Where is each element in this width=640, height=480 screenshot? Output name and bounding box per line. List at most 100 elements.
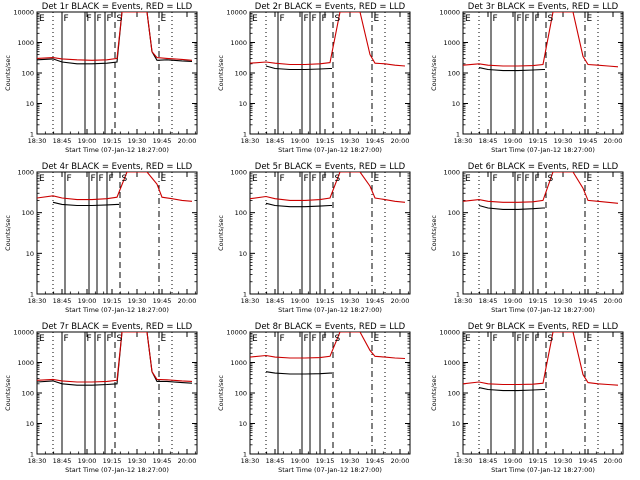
x-tick-label: 19:15 [103, 137, 122, 145]
series-events [52, 201, 119, 207]
marker-label: F [322, 174, 327, 184]
plot-area [37, 12, 193, 134]
series-lld [250, 172, 406, 203]
marker-label: S [117, 334, 123, 344]
y-tick-label: 1000 [17, 39, 34, 47]
x-axis-label: Start Time (07-Jan-12 18:27:00) [65, 146, 169, 154]
marker-label: E [587, 14, 593, 24]
marker-label: F [87, 14, 92, 24]
x-axis-label: Start Time (07-Jan-12 18:27:00) [65, 306, 169, 314]
x-tick-label: 18:45 [479, 457, 498, 465]
marker-label: F [493, 174, 498, 184]
marker-label: F [493, 14, 498, 24]
chart-title: Det 2r BLACK = Events, RED = LLD [255, 2, 406, 12]
marker-label: F [525, 14, 530, 24]
plot-area [463, 332, 619, 454]
y-tick-label: 10 [239, 100, 247, 108]
marker-label: S [548, 334, 554, 344]
x-tick-label: 18:30 [454, 137, 473, 145]
x-tick-label: 19:00 [291, 297, 310, 305]
x-tick-label: 18:30 [454, 457, 473, 465]
y-axis-label: Counts/sec [4, 375, 12, 411]
detector-chart-3: Det 3r BLACK = Events, RED = LLD 1 10 100 10… [430, 2, 624, 154]
marker-label: F [64, 334, 69, 344]
marker-label: S [335, 14, 341, 24]
x-tick-label: 19:30 [554, 457, 573, 465]
plot-area [463, 12, 619, 134]
x-axis-label: Start Time (07-Jan-12 18:27:00) [278, 146, 382, 154]
plot-frame [249, 171, 411, 295]
x-tick-label: 20:00 [391, 137, 410, 145]
chart-title: Det 4r BLACK = Events, RED = LLD [42, 162, 193, 172]
series-lld [463, 332, 619, 386]
x-tick-label: 19:45 [579, 297, 598, 305]
y-tick-label: 10 [26, 250, 34, 258]
plot-area [37, 332, 193, 454]
y-tick-label: 1 [30, 451, 34, 459]
x-axis-label: Start Time (07-Jan-12 18:27:00) [65, 466, 169, 474]
series-lld [250, 12, 406, 67]
marker-label: F [107, 14, 112, 24]
detector-chart-9: Det 9r BLACK = Events, RED = LLD 1 10 100 10… [430, 322, 624, 474]
marker-label: F [525, 174, 530, 184]
x-tick-label: 18:30 [28, 137, 47, 145]
x-tick-label: 19:00 [291, 137, 310, 145]
x-tick-label: 19:45 [366, 137, 385, 145]
series-events [265, 371, 332, 375]
plot-area [37, 172, 193, 294]
marker-label: F [280, 174, 285, 184]
marker-label: F [535, 334, 540, 344]
x-axis-label: Start Time (07-Jan-12 18:27:00) [491, 306, 595, 314]
x-tick-label: 18:45 [266, 137, 285, 145]
x-tick-label: 20:00 [604, 297, 623, 305]
marker-label: S [335, 334, 341, 344]
y-tick-label: 1 [456, 131, 460, 139]
marker-label: F [312, 174, 317, 184]
x-tick-label: 19:45 [366, 297, 385, 305]
marker-label: F [517, 174, 522, 184]
x-tick-label: 19:30 [341, 457, 360, 465]
x-tick-label: 18:30 [241, 137, 260, 145]
x-tick-label: 19:30 [341, 297, 360, 305]
x-tick-label: 18:45 [266, 457, 285, 465]
x-tick-label: 19:15 [316, 297, 335, 305]
y-tick-label: 100 [235, 209, 247, 217]
plot-area [463, 172, 619, 294]
series-lld [37, 172, 193, 202]
y-axis-label: Counts/sec [430, 215, 438, 251]
y-tick-label: 1000 [230, 359, 247, 367]
plot-area [250, 12, 406, 134]
x-tick-label: 19:45 [153, 137, 172, 145]
y-tick-label: 10 [239, 250, 247, 258]
plot-frame [462, 171, 624, 295]
marker-label: F [517, 14, 522, 24]
marker-label: E [374, 334, 380, 344]
marker-label: F [322, 14, 327, 24]
marker-label: F [97, 14, 102, 24]
x-tick-label: 18:30 [454, 297, 473, 305]
corner-label: E [39, 174, 45, 184]
detector-chart-8: Det 8r BLACK = Events, RED = LLD 1 10 100 10… [217, 322, 411, 474]
x-tick-label: 20:00 [604, 137, 623, 145]
x-tick-label: 20:00 [178, 297, 197, 305]
plot-area [250, 172, 406, 294]
y-tick-label: 10 [26, 100, 34, 108]
marker-label: F [304, 14, 309, 24]
marker-label: S [548, 174, 554, 184]
y-axis-label: Counts/sec [4, 55, 12, 91]
y-axis-label: Counts/sec [217, 55, 225, 91]
marker-label: E [161, 14, 167, 24]
marker-label: F [322, 334, 327, 344]
x-tick-label: 19:45 [579, 137, 598, 145]
x-tick-label: 19:15 [316, 457, 335, 465]
y-axis-label: Counts/sec [430, 55, 438, 91]
x-tick-label: 19:15 [316, 137, 335, 145]
series-events [478, 204, 545, 210]
y-tick-label: 1 [456, 451, 460, 459]
x-tick-label: 19:30 [554, 137, 573, 145]
series-events [265, 65, 332, 71]
x-tick-label: 20:00 [178, 137, 197, 145]
y-tick-label: 100 [235, 390, 247, 398]
marker-label: E [161, 174, 167, 184]
x-tick-label: 19:45 [579, 457, 598, 465]
